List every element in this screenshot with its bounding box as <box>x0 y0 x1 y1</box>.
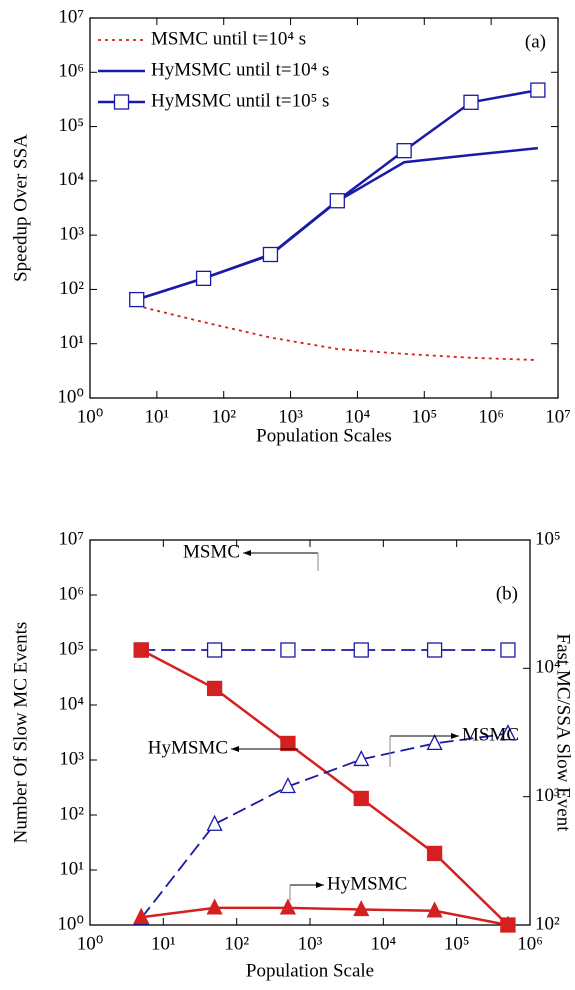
marker <box>133 907 150 924</box>
y2-tick-label: 10² <box>535 913 560 934</box>
marker <box>396 143 412 159</box>
x-tick-label: 10⁴ <box>371 933 397 954</box>
marker <box>280 642 296 658</box>
x-tick-label: 10⁶ <box>517 933 543 954</box>
arrow-head <box>451 733 459 739</box>
y-tick-label: 10² <box>59 803 84 824</box>
marker <box>353 900 370 917</box>
marker <box>329 193 345 209</box>
marker <box>463 94 479 110</box>
x-tick-label: 10¹ <box>145 406 170 427</box>
marker <box>206 898 223 915</box>
y-tick-label: 10⁷ <box>58 6 84 27</box>
annotation-label: MSMC <box>183 541 240 562</box>
x-tick-label: 10⁷ <box>545 406 571 427</box>
y-tick-label: 10¹ <box>59 858 84 879</box>
x-tick-label: 10⁵ <box>444 933 470 954</box>
y-tick-label: 10⁰ <box>57 913 84 934</box>
marker <box>206 642 223 658</box>
y-tick-label: 10⁷ <box>58 528 84 549</box>
y-tick-label: 10⁴ <box>58 169 84 190</box>
annotation-label: MSMC <box>462 724 519 745</box>
x-tick-label: 10³ <box>278 406 303 427</box>
marker <box>499 724 516 741</box>
marker <box>280 735 296 752</box>
series-line <box>141 906 509 927</box>
legend-label: MSMC until t=10⁴ s <box>151 28 306 49</box>
x-tick-label: 10⁰ <box>77 406 104 427</box>
marker <box>206 680 223 697</box>
x-axis-title: Population Scales <box>256 425 392 446</box>
x-tick-label: 10⁵ <box>411 406 437 427</box>
arrow-head <box>231 746 239 752</box>
legend-marker <box>113 94 130 110</box>
marker <box>426 901 443 918</box>
x-tick-label: 10³ <box>298 933 323 954</box>
marker <box>129 291 145 308</box>
plot-frame <box>89 17 559 399</box>
marker <box>499 915 516 932</box>
y-tick-label: 10⁶ <box>58 61 84 82</box>
marker <box>500 642 516 658</box>
marker <box>279 777 296 794</box>
y2-tick-label: 10⁵ <box>535 528 561 549</box>
marker <box>530 82 546 98</box>
marker <box>353 642 369 658</box>
y2-tick-label: 10⁴ <box>535 657 561 678</box>
marker <box>426 642 443 658</box>
x-tick-label: 10⁶ <box>478 406 504 427</box>
marker <box>426 733 443 751</box>
series-line <box>140 732 509 919</box>
panel-label: (a) <box>525 31 546 52</box>
arrow-head <box>316 882 324 888</box>
marker <box>133 642 149 658</box>
series-line <box>140 648 509 926</box>
marker <box>279 898 296 915</box>
x-axis-title: Population Scale <box>246 960 374 981</box>
y-tick-label: 10³ <box>59 224 84 245</box>
y2-axis-title: Fast MC/SSA Slow Event <box>553 634 574 833</box>
annotation-label: HyMSMC <box>327 873 407 894</box>
y-tick-label: 10⁶ <box>58 583 84 604</box>
marker <box>353 749 370 767</box>
y-tick-label: 10⁴ <box>58 693 84 714</box>
y-axis-title: Number Of Slow MC Events <box>10 622 31 844</box>
marker <box>195 270 212 286</box>
marker <box>426 845 443 862</box>
panel-label: (b) <box>496 583 518 604</box>
y-tick-label: 10² <box>59 278 84 299</box>
arrow-head <box>243 550 251 556</box>
marker <box>206 814 223 831</box>
y-tick-label: 10¹ <box>59 332 84 353</box>
y2-tick-label: 10³ <box>535 785 560 806</box>
y-tick-label: 10⁵ <box>58 115 84 136</box>
y-tick-label: 10³ <box>59 748 84 769</box>
marker <box>353 790 369 807</box>
legend-label: HyMSMC until t=10⁵ s <box>151 90 329 111</box>
x-tick-label: 10¹ <box>151 933 176 954</box>
x-tick-label: 10² <box>211 406 236 427</box>
legend-label: HyMSMC until t=10⁴ s <box>151 59 329 80</box>
x-tick-label: 10⁴ <box>345 406 371 427</box>
y-axis-title: Speedup Over SSA <box>10 134 31 282</box>
series-line <box>136 304 538 361</box>
x-tick-label: 10⁰ <box>77 933 104 954</box>
annotation-label: HyMSMC <box>148 737 228 758</box>
y-tick-label: 10⁵ <box>58 638 84 659</box>
marker <box>262 246 279 263</box>
x-tick-label: 10² <box>224 933 249 954</box>
y-tick-label: 10⁰ <box>57 386 84 407</box>
